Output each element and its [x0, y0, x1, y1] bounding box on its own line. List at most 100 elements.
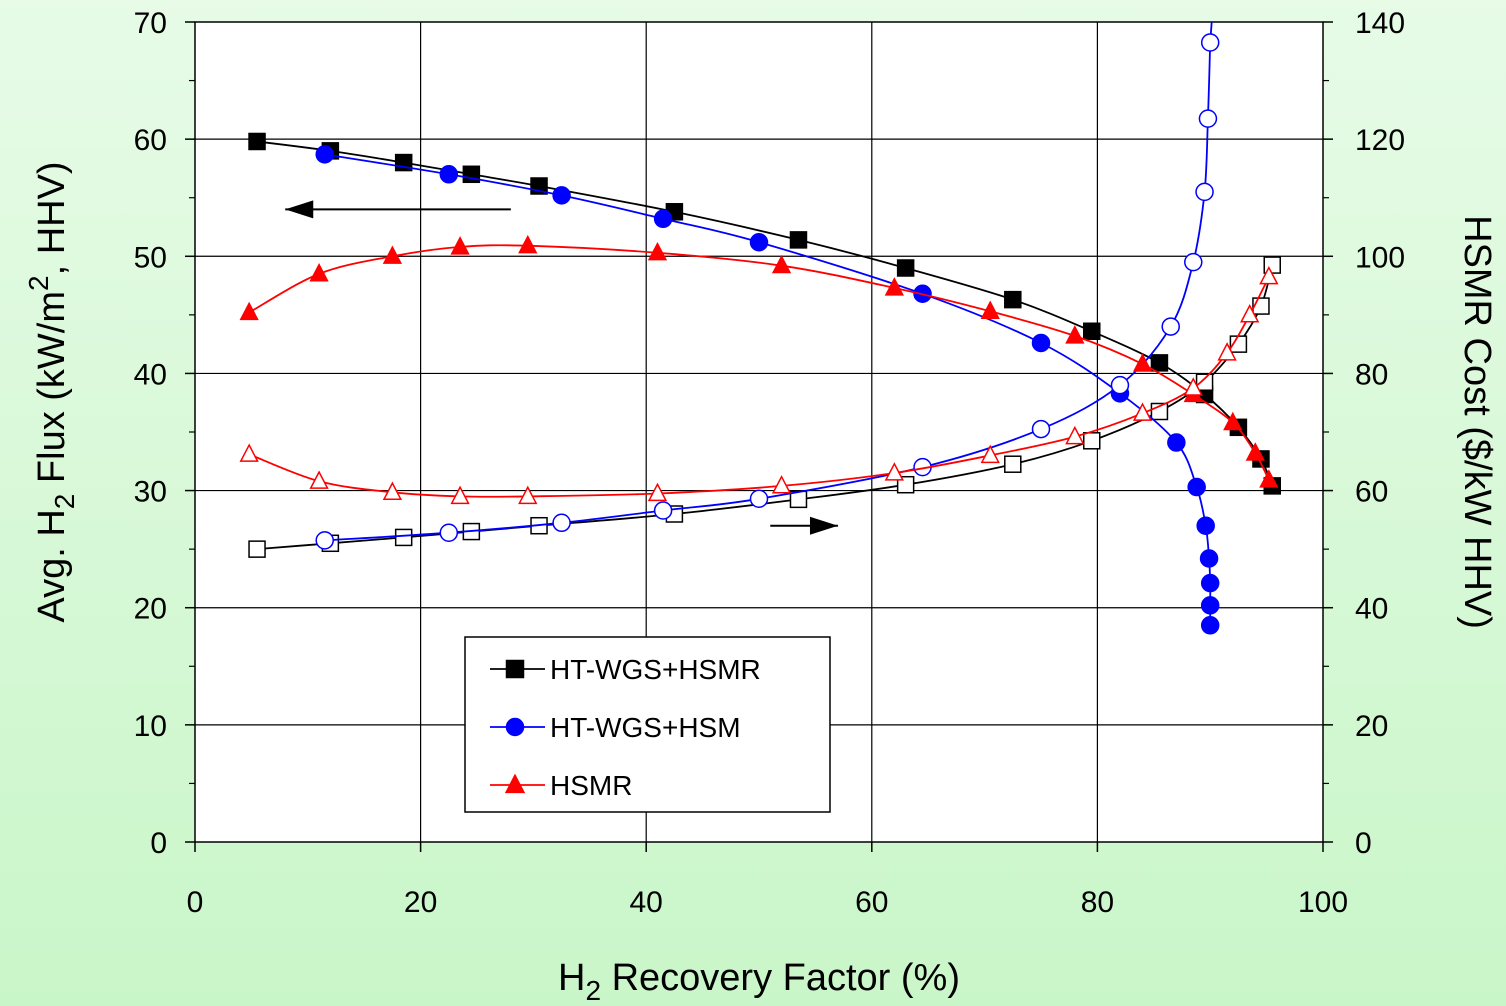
data-point	[1240, 304, 1260, 323]
data-point	[1083, 322, 1101, 341]
arrow-layer	[285, 200, 838, 535]
data-point	[1065, 425, 1085, 445]
data-point	[1200, 616, 1220, 635]
x-tick-label: 60	[855, 886, 888, 919]
y-axis-left-title: Avg. H2 Flux (kW/m2, HHV)	[23, 161, 80, 622]
data-point	[980, 300, 1000, 319]
data-point	[749, 489, 769, 509]
data-point	[1083, 432, 1101, 450]
y-axis-right-title: HSMR Cost ($/kW HHV)	[1456, 215, 1498, 629]
y-left-tick-label: 70	[134, 7, 167, 40]
legend-label: HSMR	[550, 770, 632, 801]
gridlines	[195, 22, 1323, 842]
legend-label: HT-WGS+HSMR	[550, 654, 761, 685]
arrow-head	[809, 516, 838, 535]
data-point	[552, 513, 571, 533]
y-right-tick-label: 40	[1355, 593, 1388, 626]
data-point	[248, 132, 266, 151]
data-point	[518, 234, 538, 254]
data-point	[1161, 317, 1180, 336]
y-left-tick-label: 30	[134, 476, 167, 509]
data-point	[1252, 297, 1270, 315]
x-tick-label: 20	[404, 886, 437, 919]
data-point	[1200, 573, 1220, 593]
data-point	[439, 165, 459, 184]
data-point	[382, 481, 403, 500]
data-point	[1199, 549, 1219, 568]
y-right-tick-label: 60	[1355, 476, 1388, 509]
y-right-tick-label: 0	[1355, 827, 1372, 860]
data-point	[647, 241, 668, 261]
data-point	[439, 523, 459, 542]
data-point	[1196, 516, 1215, 535]
data-point	[1259, 265, 1279, 285]
cost-axis-arrow	[770, 516, 838, 535]
data-point	[450, 236, 470, 255]
data-point	[1245, 442, 1265, 461]
arrow-head	[285, 200, 314, 219]
series-line	[256, 264, 1274, 550]
data-point	[1132, 402, 1153, 421]
x-tick-label: 80	[1081, 886, 1114, 919]
data-point	[309, 263, 329, 282]
legend-box	[464, 636, 831, 813]
data-point	[394, 528, 413, 547]
data-point	[1110, 375, 1130, 395]
data-point	[1150, 354, 1169, 372]
y-right-tick-label: 100	[1355, 241, 1405, 274]
data-point	[1198, 109, 1218, 128]
data-point	[315, 531, 334, 550]
data-point	[1217, 342, 1237, 361]
data-point	[1200, 596, 1220, 615]
data-point	[884, 277, 904, 296]
series-line	[248, 244, 1270, 481]
data-point	[450, 485, 470, 505]
data-point	[518, 485, 538, 505]
axis-ticks: 0 20 40 60 80 1000102030405060700204060801001…	[134, 7, 1405, 919]
y-left-tick-label: 10	[134, 710, 167, 743]
data-point	[884, 462, 904, 481]
series-3	[315, 21, 1220, 550]
data-point	[653, 501, 673, 520]
data-point	[309, 470, 329, 489]
series-5	[239, 265, 1279, 505]
series-line	[248, 276, 1270, 498]
data-point	[1187, 477, 1206, 497]
x-axis-title: H2 Recovery Factor (%)	[558, 957, 960, 1006]
series-line	[256, 140, 1274, 487]
data-point	[248, 540, 266, 558]
data-point	[789, 231, 808, 249]
data-point	[980, 444, 1000, 464]
data-point	[1200, 33, 1220, 52]
data-point	[1195, 182, 1214, 202]
data-point	[653, 209, 673, 229]
data-point	[1031, 333, 1051, 353]
data-point	[1183, 377, 1203, 396]
data-point	[552, 186, 571, 205]
data-point	[771, 475, 792, 494]
y-right-tick-label: 140	[1355, 7, 1405, 40]
legend-marker	[504, 773, 526, 794]
y-left-tick-label: 20	[134, 593, 167, 626]
y-right-tick-label: 80	[1355, 358, 1388, 391]
data-point	[1031, 419, 1051, 439]
x-tick-label: 100	[1298, 886, 1348, 919]
data-point	[239, 301, 259, 321]
data-point	[382, 245, 403, 264]
data-point	[1195, 373, 1214, 391]
legend-marker	[505, 717, 525, 737]
flux-axis-arrow	[285, 200, 511, 219]
y-left-tick-label: 60	[134, 124, 167, 157]
data-point	[896, 475, 915, 494]
data-point	[1132, 353, 1153, 372]
series-layer	[239, 21, 1281, 635]
data-point	[315, 145, 334, 164]
legend-label: HT-WGS+HSM	[550, 712, 741, 743]
y-left-tick-label: 40	[134, 358, 167, 391]
x-tick-label: 0	[187, 886, 204, 919]
y-left-tick-label: 0	[150, 827, 167, 860]
y-right-tick-label: 120	[1355, 124, 1405, 157]
legend: HT-WGS+HSMR HT-WGS+HSM HSMR	[464, 636, 831, 813]
data-point	[1184, 252, 1203, 272]
